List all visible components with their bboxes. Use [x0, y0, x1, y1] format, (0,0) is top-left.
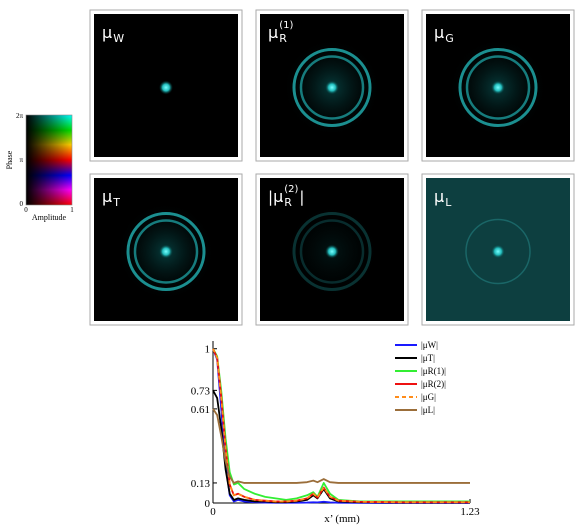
ring — [126, 212, 206, 291]
colorbar-tick: π — [19, 156, 23, 164]
ring — [299, 55, 365, 120]
legend-label: |μW| — [421, 340, 438, 350]
panel-label: W — [113, 32, 124, 45]
panel-label: μ — [102, 23, 112, 42]
colorbar-ylabel: Phase — [5, 150, 14, 169]
series-line — [212, 408, 470, 484]
legend-label: |μR(2)| — [421, 379, 446, 389]
y-tick-label: 1 — [205, 344, 211, 356]
panel-label: G — [445, 32, 454, 45]
colorbar-amplitude — [26, 115, 72, 205]
legend-item: |μR(1)| — [395, 366, 446, 376]
legend-item: |μG| — [395, 392, 436, 402]
panel-label: μ — [434, 187, 444, 206]
image-panel: | μ (2)R | — [255, 173, 409, 326]
spot — [491, 80, 505, 95]
x-axis-label: x’ (mm) — [324, 513, 360, 525]
panel-label: (2) — [284, 184, 298, 195]
ring — [458, 48, 538, 127]
legend-item: |μR(2)| — [395, 379, 446, 389]
colorbar-tick: 0 — [24, 206, 28, 214]
spot — [325, 80, 339, 95]
ring — [133, 219, 199, 284]
line-chart: 0 0.13 0.61 0.73 1 0 1.23 x’ (mm) |μW| |μT| |μR(1)… — [191, 340, 480, 525]
ring — [465, 218, 531, 285]
panel-label: | — [299, 188, 304, 206]
spot — [159, 244, 173, 259]
ring — [292, 212, 372, 291]
colorbar: Phase Amplitude 2π π 0 0 1 — [5, 112, 74, 222]
colorbar-tick: 2π — [16, 112, 24, 120]
legend-label: |μG| — [421, 392, 436, 402]
y-tick-label: 0.13 — [191, 478, 211, 490]
legend-item: |μL| — [395, 405, 435, 415]
colorbar-frame — [25, 114, 73, 206]
panel-label: μ — [102, 187, 112, 206]
ring — [292, 48, 372, 127]
y-tick-label: 0.73 — [191, 385, 211, 397]
y-tick-label: 0.61 — [191, 404, 210, 416]
spot — [159, 80, 173, 95]
colorbar-tick: 0 — [20, 200, 24, 208]
panel-label: R — [279, 32, 287, 45]
spot — [491, 244, 505, 259]
panel-label: | — [268, 188, 273, 206]
panel-label: μ — [434, 23, 444, 42]
legend-label: |μR(1)| — [421, 366, 446, 376]
panel-label: L — [445, 196, 452, 209]
image-panel: μ (1)R — [255, 9, 409, 162]
y-tick-label: 0 — [205, 498, 211, 510]
series-line — [212, 348, 470, 504]
legend-label: |μT| — [421, 353, 435, 363]
colorbar-xlabel: Amplitude — [32, 213, 67, 222]
panel-label: T — [112, 196, 120, 209]
legend-item: |μT| — [395, 353, 435, 363]
ring — [465, 55, 531, 120]
legend-label: |μL| — [421, 405, 435, 415]
panel-label: μ — [273, 187, 283, 206]
colorbar-tick: 1 — [70, 206, 74, 214]
x-tick-label: 1.23 — [460, 506, 480, 518]
ring — [299, 219, 365, 284]
panel-label: R — [284, 196, 292, 209]
panel-label: μ — [268, 23, 278, 42]
panel-label: (1) — [279, 20, 293, 31]
legend-item: |μW| — [395, 340, 438, 350]
spot — [325, 244, 339, 259]
x-tick-label: 0 — [210, 506, 216, 518]
